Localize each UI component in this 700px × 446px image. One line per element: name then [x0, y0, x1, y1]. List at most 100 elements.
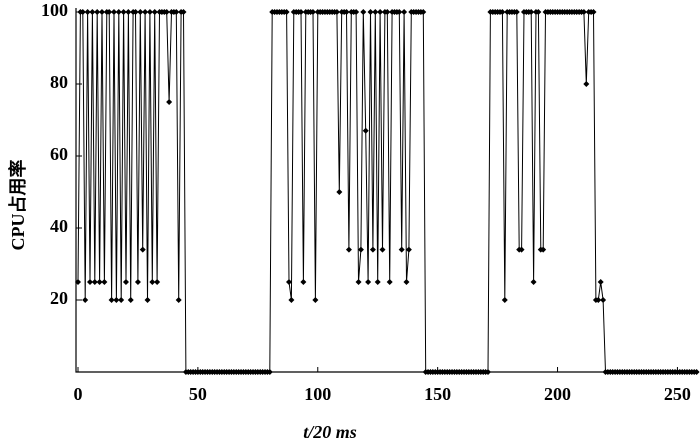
data-point	[283, 9, 290, 15]
data-point	[125, 9, 132, 15]
data-point	[360, 9, 367, 15]
data-point	[595, 297, 602, 303]
data-point	[98, 9, 105, 15]
data-point	[312, 297, 319, 303]
x-tick-label: 150	[424, 384, 451, 404]
data-point	[101, 279, 108, 285]
data-point	[540, 246, 547, 253]
data-point	[86, 279, 93, 285]
data-point	[94, 9, 101, 15]
data-point	[89, 9, 96, 15]
data-point	[396, 9, 403, 15]
data-point	[134, 279, 141, 285]
y-tick-label: 40	[50, 216, 68, 236]
data-point	[309, 9, 316, 15]
data-point	[535, 9, 542, 15]
data-point	[501, 297, 508, 303]
data-point	[369, 246, 376, 253]
data-point	[355, 279, 362, 285]
y-tick-label: 20	[50, 288, 68, 308]
data-point	[122, 279, 129, 285]
x-tick-label: 100	[304, 384, 331, 404]
data-point	[420, 9, 427, 15]
data-point	[137, 9, 144, 15]
y-tick-label: 100	[41, 0, 68, 20]
data-point	[386, 279, 393, 285]
data-point	[518, 246, 525, 253]
data-point	[151, 9, 158, 15]
data-point	[288, 297, 295, 303]
data-point	[384, 9, 391, 15]
data-point	[513, 9, 520, 15]
data-point	[132, 9, 139, 15]
data-point	[82, 297, 89, 303]
data-point	[405, 246, 412, 253]
data-point	[377, 9, 384, 15]
y-tick-label: 60	[50, 144, 68, 164]
data-point	[110, 9, 117, 15]
data-point	[403, 279, 410, 285]
data-point	[163, 9, 170, 15]
data-point	[96, 279, 103, 285]
data-point	[146, 9, 153, 15]
data-point	[285, 279, 292, 285]
data-point	[118, 297, 125, 303]
data-point	[353, 9, 360, 15]
data-point	[106, 9, 113, 15]
data-point	[597, 279, 604, 285]
data-point	[345, 246, 352, 253]
data-point	[528, 9, 535, 15]
data-point	[485, 369, 492, 375]
x-tick-label: 50	[189, 384, 207, 404]
data-point	[108, 297, 115, 303]
data-point	[693, 369, 700, 375]
data-point	[127, 297, 134, 303]
data-point	[333, 9, 340, 15]
data-point	[499, 9, 506, 15]
y-axis-label: CPU占用率	[7, 160, 28, 251]
data-point	[343, 9, 350, 15]
data-point	[180, 9, 187, 15]
data-point	[379, 246, 386, 253]
data-point	[154, 279, 161, 285]
data-point	[372, 9, 379, 15]
data-point	[75, 279, 81, 285]
data-point	[142, 9, 149, 15]
data-point	[530, 279, 537, 285]
data-point	[297, 9, 304, 15]
data-point	[149, 279, 156, 285]
data-point	[300, 279, 307, 285]
data-point	[590, 9, 597, 15]
data-point	[266, 369, 273, 375]
data-point	[175, 297, 182, 303]
data-point	[79, 9, 86, 15]
data-point	[365, 279, 372, 285]
x-axis-label: t/20 ms	[303, 422, 357, 442]
data-point	[367, 9, 374, 15]
data-point	[144, 297, 151, 303]
data-point	[120, 9, 127, 15]
data-point	[600, 297, 607, 303]
data-point	[336, 189, 343, 195]
data-point	[398, 246, 405, 253]
data-line	[77, 11, 697, 373]
data-point	[84, 9, 91, 15]
data-point	[113, 297, 120, 303]
data-point	[401, 9, 408, 15]
x-tick-label: 200	[544, 384, 571, 404]
data-point	[173, 9, 180, 15]
data-point	[357, 246, 364, 253]
data-point	[362, 127, 369, 134]
data-point	[374, 279, 381, 285]
data-point	[166, 99, 173, 105]
axes	[75, 8, 699, 373]
x-tick-label: 250	[664, 384, 691, 404]
data-point	[583, 81, 590, 87]
data-point	[580, 9, 587, 15]
data-point	[115, 9, 122, 15]
x-tick-label: 0	[74, 384, 83, 404]
y-tick-label: 80	[50, 72, 68, 92]
data-point	[91, 279, 98, 285]
data-point	[139, 246, 146, 253]
